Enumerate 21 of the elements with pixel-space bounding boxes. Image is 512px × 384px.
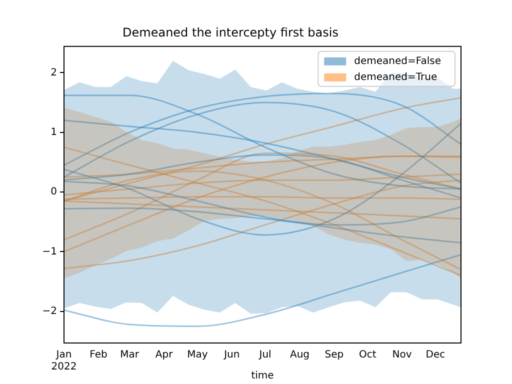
x-axis-title: time	[251, 370, 274, 382]
x-tick-label: Aug	[290, 350, 310, 361]
y-tick-label: −2	[42, 306, 57, 317]
x-tick-label: Jul	[258, 350, 272, 361]
x-tick-label: Mar	[120, 350, 140, 361]
legend-label: demeaned=False	[354, 56, 442, 67]
x-tick-label: Jun	[223, 350, 240, 361]
x-tick-label: Oct	[358, 350, 376, 361]
x-tick-label: May	[187, 350, 208, 361]
x-tick-label: Nov	[392, 350, 412, 361]
x-tick-label: Jan 2022	[51, 350, 77, 373]
x-tick-label: Dec	[426, 350, 446, 361]
y-tick-label: −1	[42, 246, 57, 258]
x-tick-label: Feb	[90, 350, 108, 361]
legend-label: demeaned=True	[354, 72, 438, 83]
y-tick-label: 2	[50, 67, 57, 78]
x-tick-label: Apr	[155, 350, 174, 361]
chart-title: Demeaned the intercepty first basis	[122, 25, 338, 40]
y-tick-label: 1	[50, 126, 57, 138]
y-tick-label: 0	[50, 186, 57, 198]
x-tick-label: Sep	[324, 350, 344, 361]
